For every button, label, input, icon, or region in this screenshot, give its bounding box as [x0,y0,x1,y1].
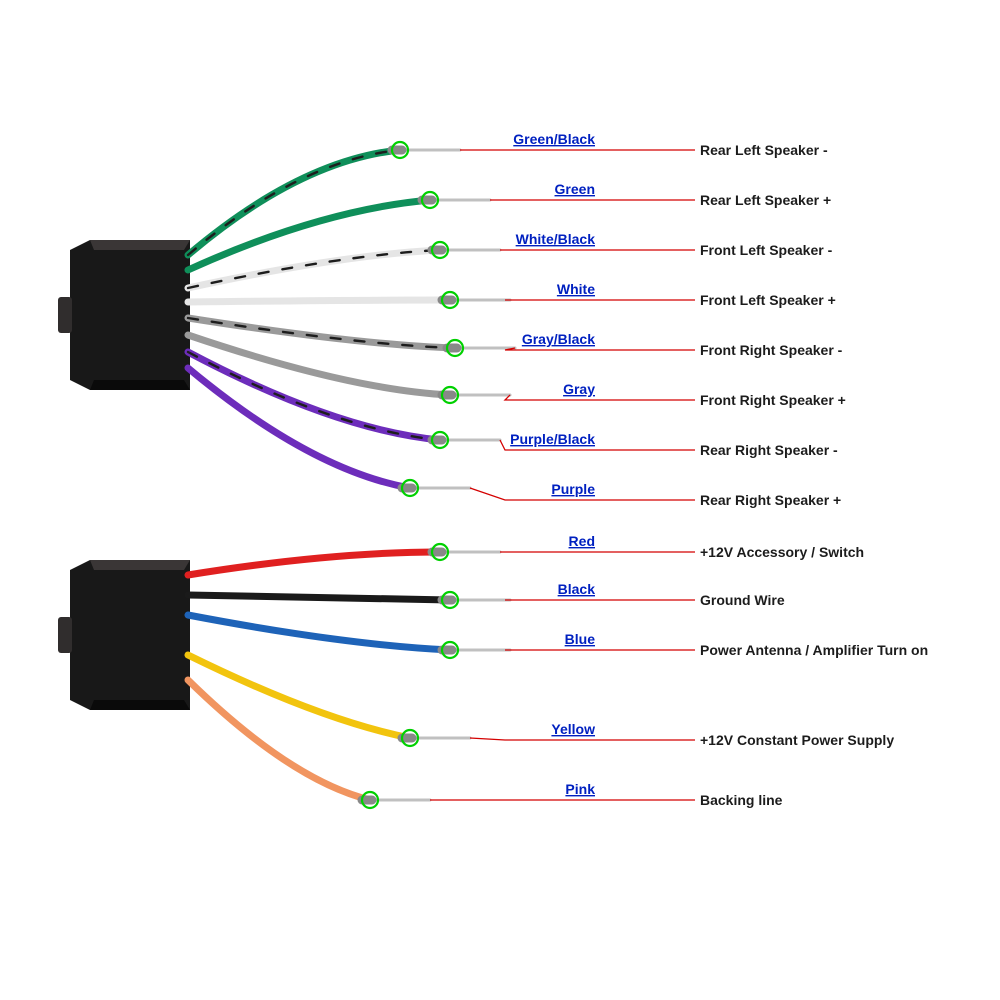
desc-label-purple: Rear Right Speaker + [700,492,841,508]
wire-gray-black: Gray/Black Front Right Speaker - [188,318,843,358]
leader-line [505,395,695,400]
color-label-pink: Pink [565,781,595,797]
wire-blue: Blue Power Antenna / Amplifier Turn on [188,615,928,658]
color-label-white-black: White/Black [516,231,596,247]
diagram-canvas: Green/Black Rear Left Speaker - Green Rear … [0,0,1000,1000]
wire-red: Red +12V Accessory / Switch [188,533,864,575]
wire-yellow: Yellow +12V Constant Power Supply [188,655,894,748]
desc-label-blue: Power Antenna / Amplifier Turn on [700,642,928,658]
color-label-yellow: Yellow [551,721,595,737]
color-label-purple-black: Purple/Black [510,431,595,447]
desc-label-yellow: +12V Constant Power Supply [700,732,894,748]
speaker-harness [58,240,190,390]
desc-label-gray-black: Front Right Speaker - [700,342,843,358]
color-label-red: Red [569,533,595,549]
color-label-gray-black: Gray/Black [522,331,595,347]
desc-label-green-black: Rear Left Speaker - [700,142,828,158]
wire-white-black: White/Black Front Left Speaker - [188,231,833,288]
color-label-blue: Blue [565,631,596,647]
desc-label-black: Ground Wire [700,592,785,608]
color-label-green: Green [555,181,595,197]
color-label-white: White [557,281,595,297]
wire-white: White Front Left Speaker + [188,281,836,308]
desc-label-white-black: Front Left Speaker - [700,242,833,258]
leader-line [505,348,695,350]
desc-label-green: Rear Left Speaker + [700,192,831,208]
desc-label-gray: Front Right Speaker + [700,392,846,408]
color-label-black: Black [558,581,596,597]
desc-label-white: Front Left Speaker + [700,292,836,308]
desc-label-pink: Backing line [700,792,783,808]
power-harness [58,560,190,710]
color-label-green-black: Green/Black [513,131,595,147]
wire-black: Black Ground Wire [188,581,785,608]
color-label-purple: Purple [551,481,595,497]
desc-label-purple-black: Rear Right Speaker - [700,442,838,458]
color-label-gray: Gray [563,381,595,397]
leader-line [470,738,695,740]
desc-label-red: +12V Accessory / Switch [700,544,864,560]
